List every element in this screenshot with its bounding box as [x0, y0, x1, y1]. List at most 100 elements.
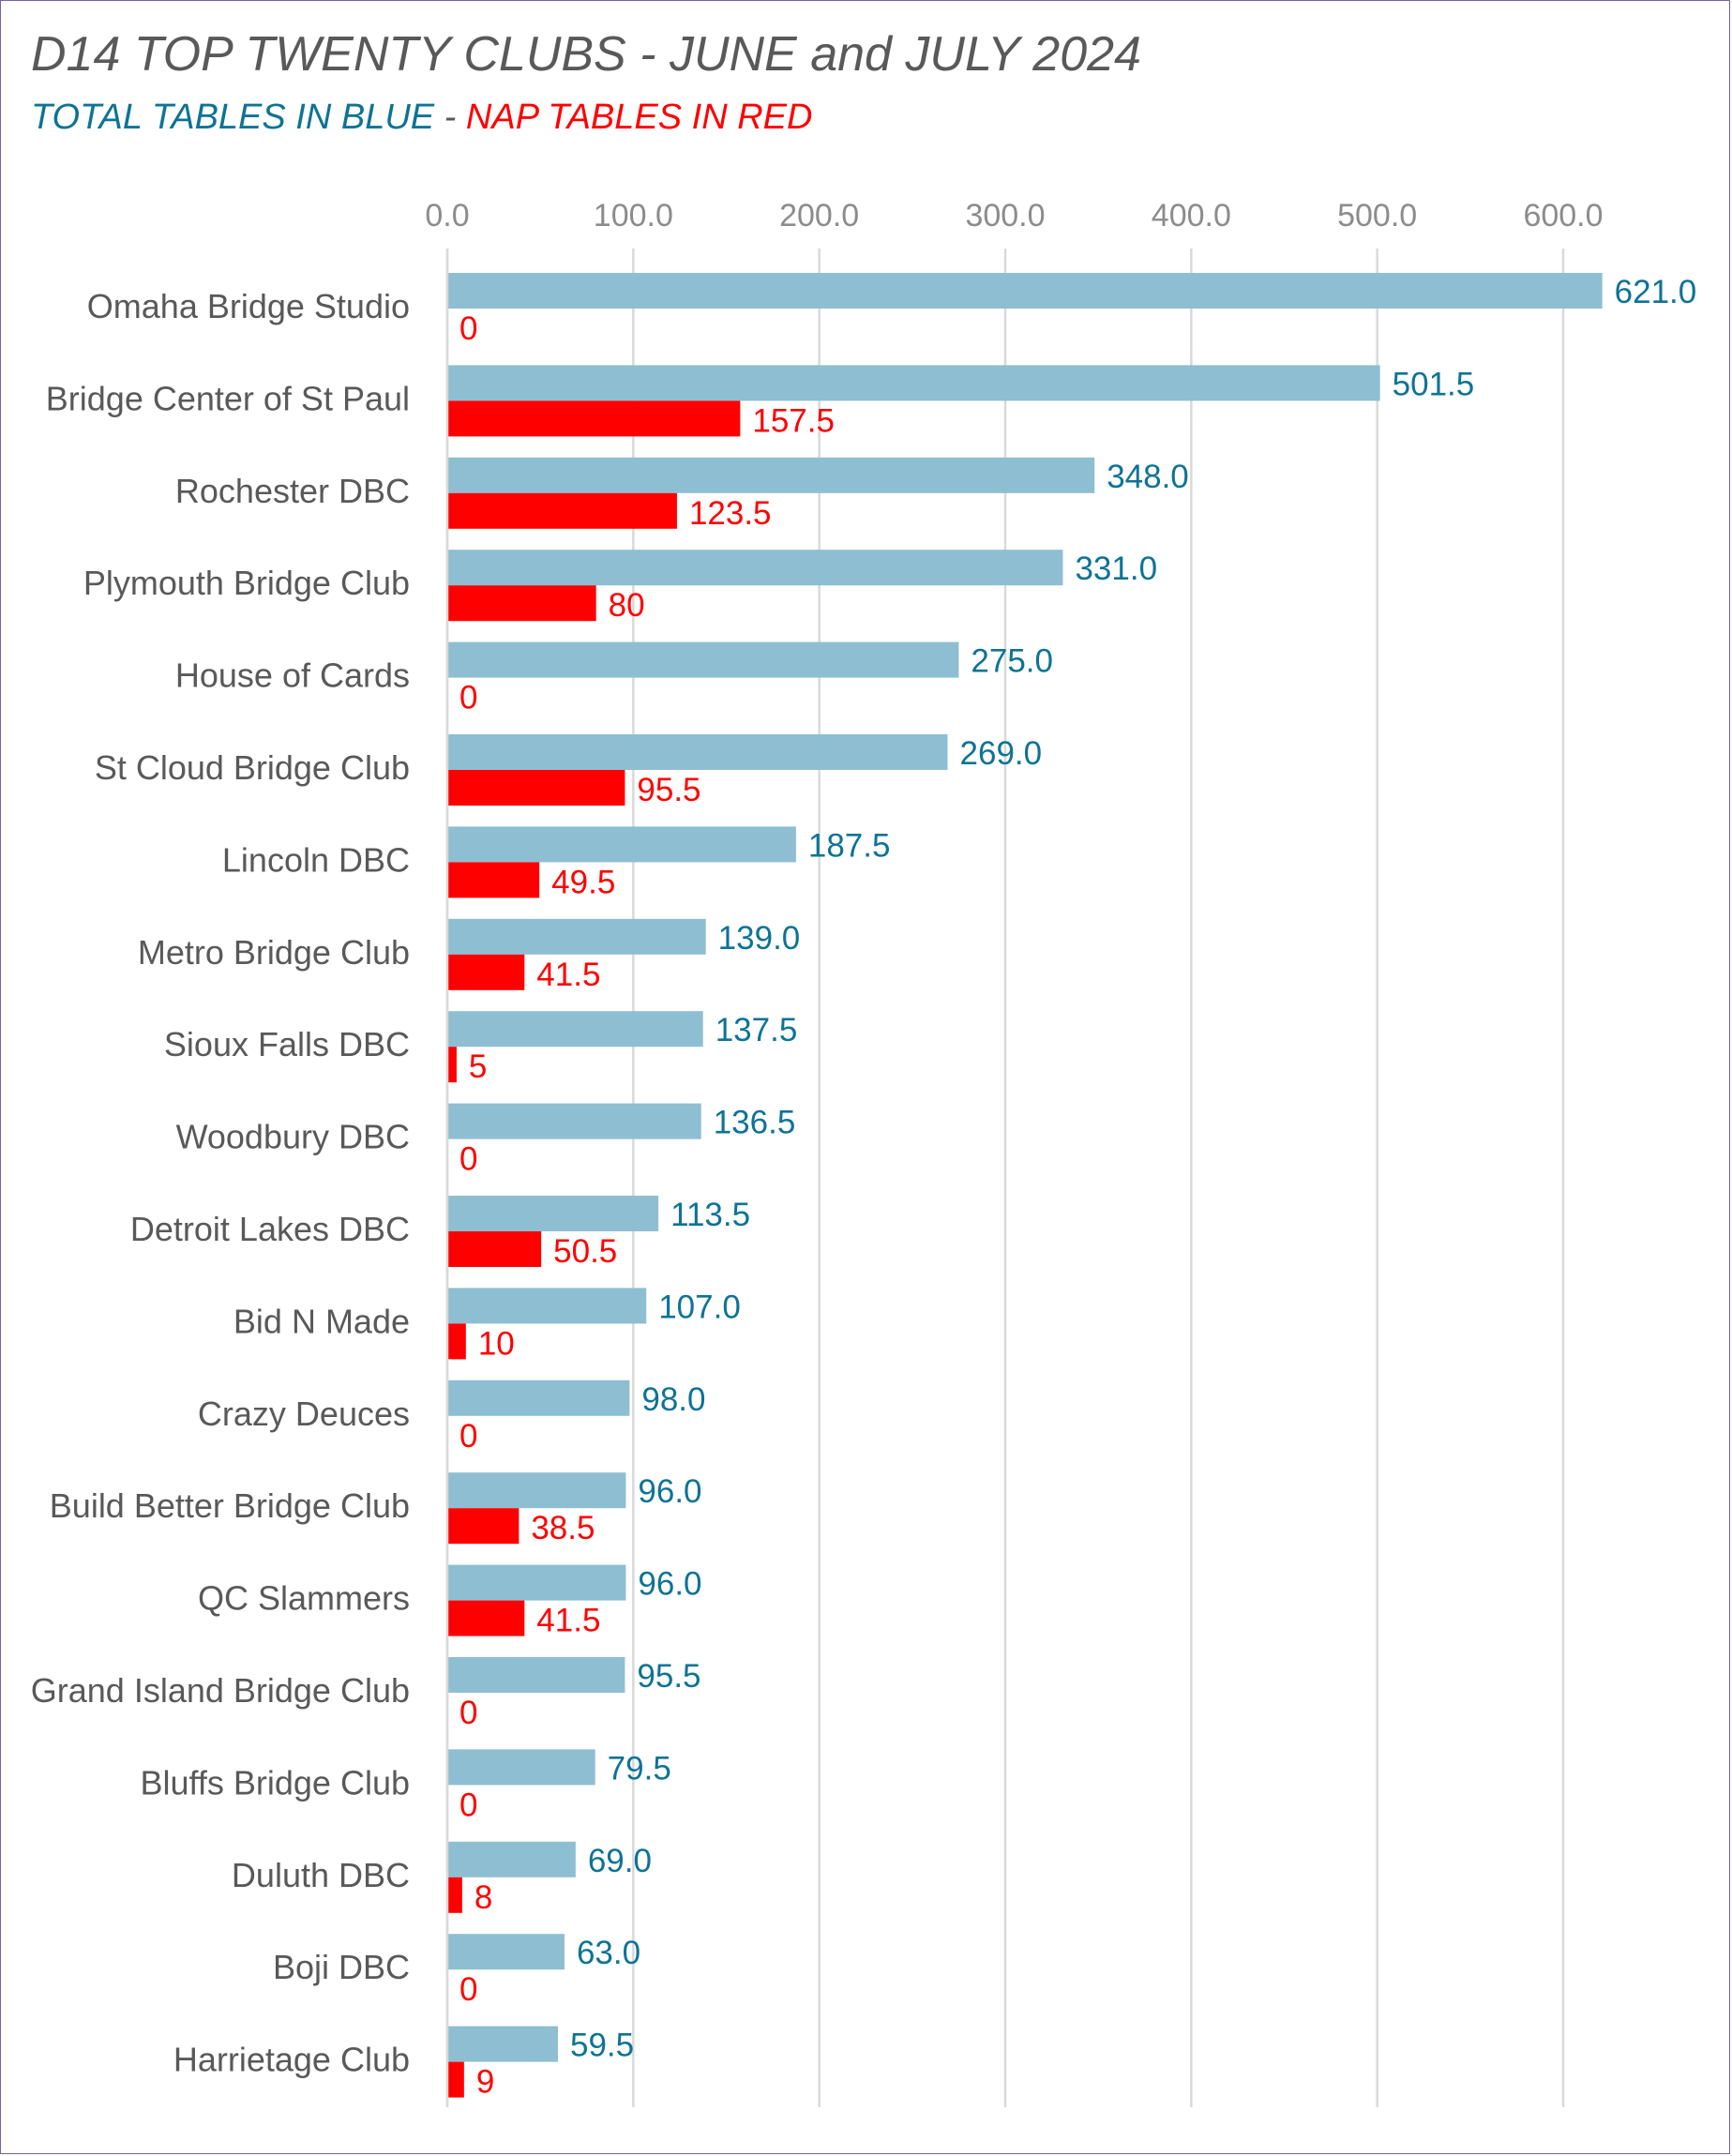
total-tables-value-label: 79.5: [608, 1750, 671, 1787]
total-tables-value-label: 95.5: [637, 1658, 700, 1695]
nap-tables-value-label: 95.5: [637, 772, 700, 808]
nap-tables-bar: [447, 1877, 462, 1913]
nap-tables-value-label: 9: [476, 2064, 494, 2101]
nap-tables-value-label: 0: [459, 680, 477, 716]
category-label: House of Cards: [175, 656, 410, 695]
chart-subtitle: TOTAL TABLES IN BLUE - NAP TABLES IN RED: [31, 98, 812, 138]
total-tables-bar: [447, 1934, 565, 1970]
total-tables-bar: [447, 365, 1380, 401]
category-label: St Cloud Bridge Club: [95, 748, 410, 787]
total-tables-value-label: 98.0: [641, 1381, 705, 1418]
category-label: Build Better Bridge Club: [50, 1486, 410, 1525]
category-label: Harrietage Club: [173, 2041, 410, 2079]
nap-tables-value-label: 0: [459, 310, 477, 347]
category-label: Bid N Made: [233, 1302, 410, 1340]
nap-tables-value-label: 10: [478, 1325, 515, 1362]
nap-tables-value-label: 0: [459, 1971, 477, 2008]
total-tables-value-label: 63.0: [577, 1935, 640, 1971]
total-tables-value-label: 136.5: [714, 1105, 796, 1141]
x-tick-label: 300.0: [965, 198, 1045, 234]
total-tables-bar: [447, 2026, 559, 2062]
total-tables-bar: [447, 1011, 703, 1048]
chart-title: D14 TOP TWENTY CLUBS - JUNE and JULY 202…: [31, 27, 1141, 82]
nap-tables-bar: [447, 1231, 542, 1267]
category-label: Plymouth Bridge Club: [83, 564, 410, 602]
total-tables-bar: [447, 1657, 625, 1693]
nap-tables-bar: [447, 770, 625, 806]
nap-tables-value-label: 49.5: [551, 864, 615, 900]
total-tables-value-label: 96.0: [638, 1473, 701, 1510]
total-tables-value-label: 501.5: [1393, 366, 1475, 402]
nap-tables-value-label: 50.5: [553, 1233, 617, 1270]
nap-tables-value-label: 5: [469, 1048, 487, 1085]
nap-tables-value-label: 8: [474, 1879, 492, 1916]
total-tables-value-label: 269.0: [960, 735, 1043, 772]
nap-tables-bar: [447, 400, 741, 437]
total-tables-value-label: 96.0: [638, 1566, 701, 1603]
total-tables-bar: [447, 918, 706, 955]
nap-tables-value-label: 157.5: [752, 402, 835, 439]
nap-tables-bar: [447, 1047, 457, 1083]
nap-tables-value-label: 123.5: [689, 495, 772, 532]
total-tables-value-label: 113.5: [670, 1197, 750, 1233]
total-tables-bar: [447, 1841, 576, 1877]
category-label: Boji DBC: [273, 1948, 410, 1986]
nap-tables-value-label: 0: [459, 1787, 477, 1823]
category-label: Woodbury DBC: [176, 1118, 410, 1156]
nap-tables-value-label: 0: [459, 1695, 477, 1731]
category-label: Sioux Falls DBC: [164, 1025, 410, 1063]
x-tick-label: 100.0: [594, 198, 673, 234]
total-tables-bar: [447, 826, 796, 863]
category-label: Duluth DBC: [232, 1856, 410, 1894]
total-tables-bar: [447, 550, 1063, 586]
nap-tables-value-label: 0: [459, 1418, 477, 1455]
total-tables-bar: [447, 1564, 626, 1601]
category-label: Omaha Bridge Studio: [87, 287, 410, 325]
nap-tables-bar: [447, 2061, 464, 2098]
x-tick-label: 0.0: [425, 198, 469, 234]
category-label: Lincoln DBC: [222, 840, 410, 879]
total-tables-bar: [447, 1196, 659, 1231]
x-tick-label: 500.0: [1337, 198, 1417, 234]
category-label: Grand Island Bridge Club: [31, 1671, 410, 1710]
nap-tables-value-label: 80: [609, 587, 645, 624]
nap-tables-value-label: 38.5: [531, 1510, 595, 1546]
nap-tables-bar: [447, 492, 677, 529]
total-tables-value-label: 139.0: [718, 920, 801, 957]
category-label: Metro Bridge Club: [138, 933, 410, 972]
total-tables-bar: [447, 273, 1603, 309]
subtitle-separator: -: [434, 98, 466, 137]
x-tick-label: 400.0: [1152, 198, 1231, 234]
nap-tables-value-label: 0: [459, 1141, 477, 1178]
total-tables-bar: [447, 1749, 595, 1786]
total-tables-bar: [447, 1103, 701, 1139]
subtitle-total-tables: TOTAL TABLES IN BLUE: [31, 98, 435, 137]
nap-tables-bar: [447, 862, 540, 898]
total-tables-value-label: 107.0: [658, 1289, 741, 1325]
total-tables-value-label: 187.5: [808, 827, 891, 864]
total-tables-bar: [447, 457, 1095, 493]
nap-tables-value-label: 41.5: [536, 957, 600, 993]
nap-tables-bar: [447, 585, 596, 622]
category-label: Rochester DBC: [175, 472, 410, 510]
nap-tables-value-label: 41.5: [536, 1603, 600, 1639]
total-tables-bar: [447, 1288, 647, 1324]
nap-tables-bar: [447, 1600, 525, 1636]
total-tables-value-label: 69.0: [588, 1843, 652, 1879]
nap-tables-bar: [447, 1508, 520, 1545]
total-tables-value-label: 348.0: [1107, 459, 1189, 495]
nap-tables-bar: [447, 1323, 466, 1360]
category-label: Bridge Center of St Paul: [46, 379, 410, 417]
total-tables-value-label: 331.0: [1075, 550, 1157, 587]
total-tables-value-label: 621.0: [1615, 274, 1697, 310]
total-tables-bar: [447, 734, 948, 770]
category-label: QC Slammers: [198, 1579, 410, 1618]
category-label: Detroit Lakes DBC: [130, 1210, 410, 1248]
subtitle-nap-tables: NAP TABLES IN RED: [465, 98, 813, 137]
total-tables-value-label: 275.0: [971, 643, 1053, 680]
x-tick-label: 200.0: [779, 198, 859, 234]
total-tables-value-label: 137.5: [715, 1012, 798, 1048]
total-tables-bar: [447, 1472, 626, 1509]
